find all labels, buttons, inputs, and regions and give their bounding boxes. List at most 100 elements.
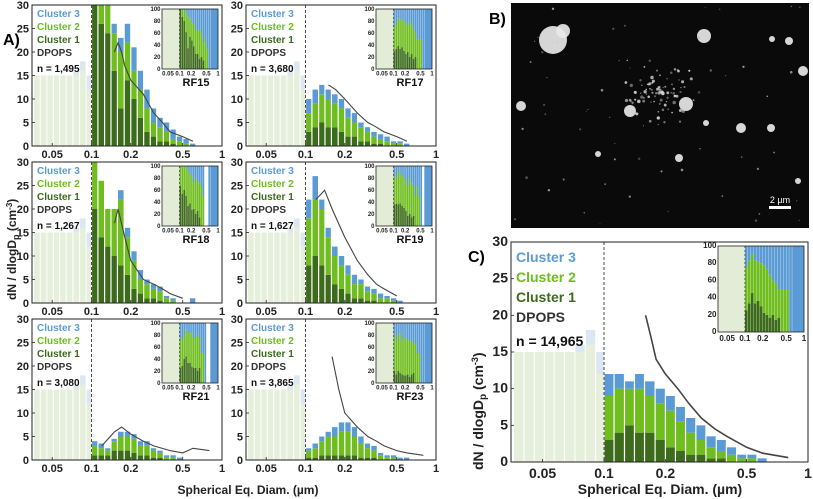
bar-cluster-1 bbox=[371, 300, 377, 303]
panel-label-c: C) bbox=[468, 249, 485, 266]
bar-cluster-1 bbox=[338, 131, 345, 146]
bar-cluster-3 bbox=[371, 131, 377, 137]
sem-small-particle bbox=[672, 91, 676, 95]
inset-bar bbox=[777, 317, 781, 332]
shade-bar bbox=[534, 352, 544, 462]
inset-bar bbox=[179, 368, 182, 383]
inset-bar bbox=[410, 323, 413, 341]
inset-bar bbox=[744, 246, 748, 268]
inset-bar bbox=[196, 371, 199, 383]
bar-cluster-3 bbox=[170, 298, 176, 301]
inset-x-tick: 0.2 bbox=[187, 72, 196, 78]
inset-bar bbox=[744, 267, 748, 311]
shade-bar bbox=[287, 232, 294, 303]
inset-bar bbox=[196, 9, 199, 32]
bar-cluster-1 bbox=[312, 256, 318, 303]
bar-cluster-2 bbox=[384, 141, 390, 146]
sem-small-particle bbox=[629, 99, 632, 103]
shade-bar-top bbox=[300, 75, 305, 90]
bar-cluster-3 bbox=[124, 227, 131, 238]
inset-bar bbox=[405, 375, 407, 383]
inset-x-tick: 0.2 bbox=[757, 334, 769, 343]
bar-cluster-3 bbox=[131, 47, 137, 71]
bar-cluster-2 bbox=[312, 448, 318, 458]
shade-bar bbox=[300, 246, 305, 303]
inset-bar bbox=[416, 39, 419, 69]
inset-bar bbox=[200, 323, 203, 353]
inset-bar bbox=[183, 9, 185, 21]
inset-bar bbox=[401, 176, 403, 206]
bar-cluster-1 bbox=[105, 455, 111, 460]
bar-cluster-2 bbox=[338, 265, 345, 289]
bar-cluster-2 bbox=[345, 117, 351, 137]
inset-y-tick: 60 bbox=[154, 31, 161, 37]
sem-small-particle bbox=[655, 92, 658, 95]
inset-bar bbox=[397, 323, 399, 335]
shade-bar bbox=[287, 389, 294, 460]
inset-bar bbox=[397, 166, 399, 172]
shade-bar bbox=[53, 75, 60, 146]
inset-bar bbox=[185, 166, 187, 196]
inset-frame bbox=[375, 165, 433, 227]
bar-cluster-3 bbox=[325, 227, 331, 238]
inset-bar bbox=[780, 246, 784, 289]
sem-small-particle bbox=[635, 112, 639, 116]
inset-bar bbox=[204, 9, 207, 39]
shade-bar bbox=[60, 389, 66, 460]
inset-bar bbox=[414, 33, 417, 57]
inset-bar bbox=[420, 323, 423, 383]
inset-bar bbox=[196, 335, 199, 371]
inset-y-tick: 40 bbox=[154, 357, 161, 363]
bar-cluster-2 bbox=[384, 457, 390, 460]
inset-x-tick: 0.2 bbox=[187, 386, 196, 392]
sem-small-particle bbox=[659, 98, 663, 102]
inset-bar bbox=[198, 166, 201, 184]
inset-bar bbox=[191, 366, 193, 383]
y-tick-label: 25 bbox=[231, 181, 243, 193]
x-tick-label: 0.1 bbox=[84, 463, 99, 475]
inset-bar bbox=[768, 274, 772, 318]
bar-cluster-1 bbox=[625, 425, 634, 462]
inset-bar bbox=[753, 246, 757, 261]
dpops-line bbox=[328, 84, 408, 142]
sem-small-particle bbox=[660, 90, 664, 94]
sem-background-particle bbox=[529, 61, 532, 63]
inset-bar bbox=[405, 211, 407, 226]
sem-particle bbox=[675, 154, 683, 162]
sem-small-particle bbox=[639, 92, 642, 94]
bar-cluster-3 bbox=[183, 138, 189, 144]
bar-cluster-2 bbox=[655, 403, 665, 440]
bar-cluster-2 bbox=[371, 450, 377, 458]
shade-bar-top bbox=[73, 227, 80, 233]
sem-background-particle bbox=[721, 195, 724, 197]
bar-cluster-3 bbox=[150, 284, 157, 289]
bar-cluster-2 bbox=[358, 284, 364, 299]
sem-small-particle bbox=[631, 101, 634, 104]
inset-y-tick: 80 bbox=[154, 333, 161, 339]
shade-bar-top bbox=[80, 61, 86, 71]
bar-cluster-3 bbox=[377, 134, 384, 139]
bar-cluster-2 bbox=[358, 127, 364, 142]
sem-small-particle bbox=[690, 105, 693, 107]
bar-cluster-1 bbox=[144, 131, 150, 146]
bar-cluster-2 bbox=[157, 452, 163, 458]
y-tick-label: 15 bbox=[17, 385, 29, 397]
inset-bar bbox=[747, 260, 751, 304]
sem-small-particle bbox=[639, 79, 642, 82]
bar-cluster-3 bbox=[312, 89, 318, 104]
bar-cluster-3 bbox=[655, 388, 665, 404]
panel-name: RF15 bbox=[183, 77, 210, 89]
inset-bar bbox=[765, 246, 769, 269]
shade-bar bbox=[80, 70, 86, 146]
sem-background-particle bbox=[613, 158, 616, 161]
shade-bar bbox=[254, 389, 261, 460]
inset-x-tick: 0.5 bbox=[202, 72, 211, 78]
sem-small-particle bbox=[659, 74, 661, 77]
shade-bar bbox=[564, 352, 575, 462]
shade-bar bbox=[261, 75, 267, 146]
shade-bar bbox=[294, 384, 300, 460]
y-tick-label: 30 bbox=[231, 157, 243, 169]
sem-small-particle bbox=[672, 87, 676, 91]
bar-cluster-3 bbox=[358, 436, 364, 444]
inset-bar bbox=[416, 166, 419, 186]
